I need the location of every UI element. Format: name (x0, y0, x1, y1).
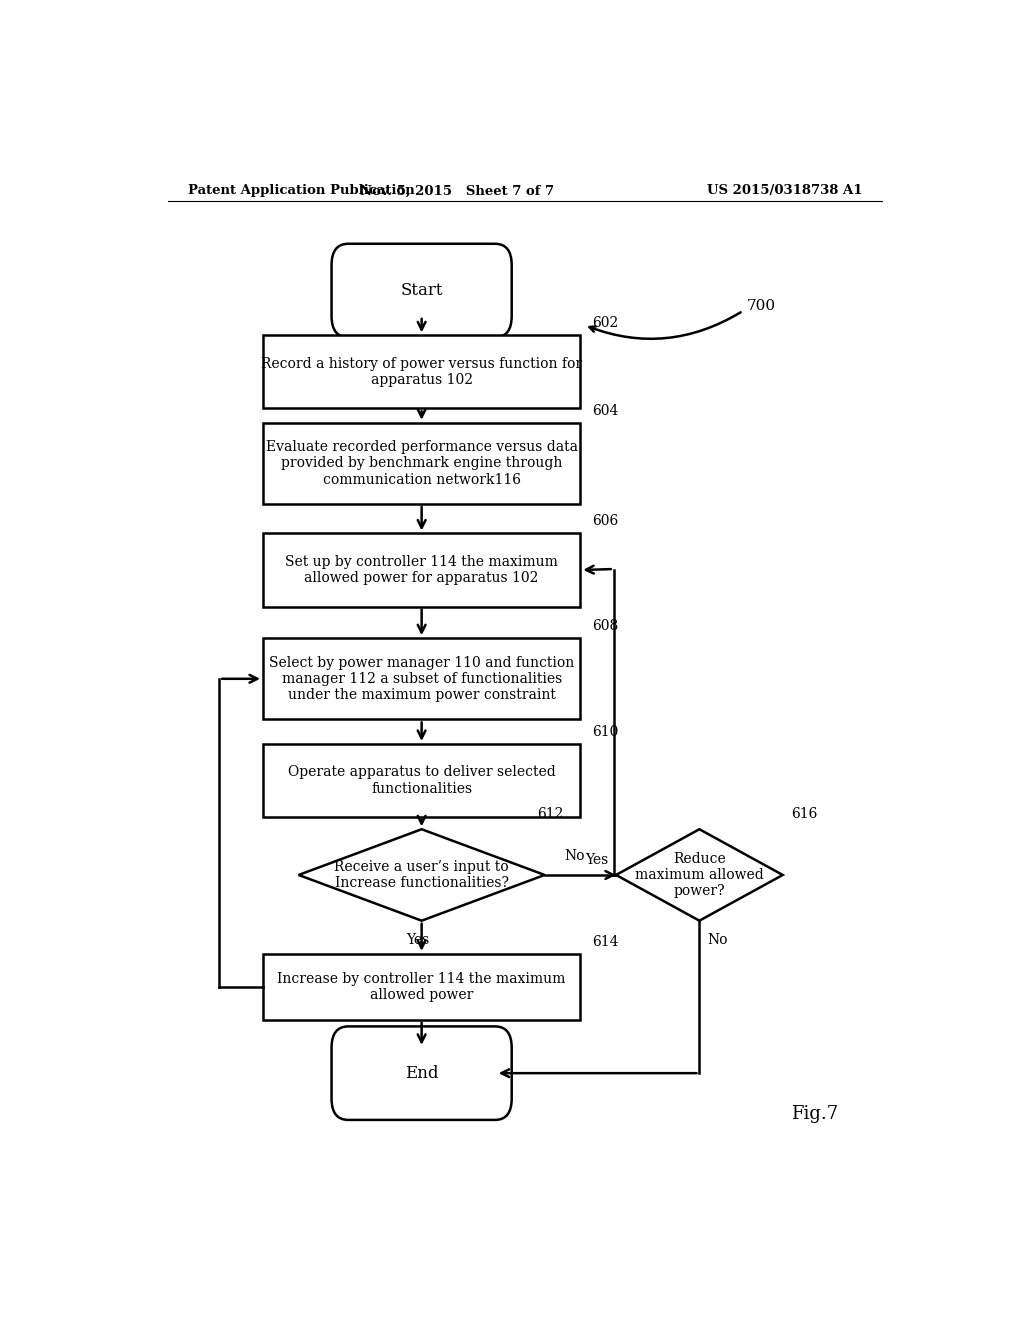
Text: Record a history of power versus function for
apparatus 102: Record a history of power versus functio… (261, 356, 583, 387)
Text: 700: 700 (748, 298, 776, 313)
Text: 614: 614 (592, 935, 618, 949)
Text: No: No (564, 849, 585, 863)
Text: 610: 610 (592, 725, 618, 739)
FancyBboxPatch shape (332, 244, 512, 338)
Bar (263, 533, 581, 607)
Bar (263, 638, 581, 719)
Text: Operate apparatus to deliver selected
functionalities: Operate apparatus to deliver selected fu… (288, 766, 555, 796)
FancyBboxPatch shape (332, 1027, 512, 1119)
Text: Evaluate recorded performance versus data
provided by benchmark engine through
c: Evaluate recorded performance versus dat… (265, 440, 578, 487)
Bar (263, 744, 581, 817)
Text: Set up by controller 114 the maximum
allowed power for apparatus 102: Set up by controller 114 the maximum all… (286, 554, 558, 585)
Text: 602: 602 (592, 317, 618, 330)
Text: Start: Start (400, 282, 443, 300)
Text: Yes: Yes (585, 853, 608, 867)
Bar (263, 335, 581, 408)
Text: Receive a user’s input to
Increase functionalities?: Receive a user’s input to Increase funct… (334, 859, 509, 890)
Polygon shape (616, 829, 782, 921)
Text: Fig.7: Fig.7 (792, 1105, 839, 1123)
Text: 608: 608 (592, 619, 618, 634)
Text: Select by power manager 110 and function
manager 112 a subset of functionalities: Select by power manager 110 and function… (269, 656, 574, 702)
Bar (263, 954, 581, 1020)
Text: 606: 606 (592, 515, 618, 528)
Bar (263, 422, 581, 504)
Text: End: End (404, 1065, 438, 1081)
Text: 616: 616 (791, 807, 817, 821)
Text: Nov. 5, 2015   Sheet 7 of 7: Nov. 5, 2015 Sheet 7 of 7 (360, 185, 554, 198)
Text: 612: 612 (537, 807, 563, 821)
Text: 604: 604 (592, 404, 618, 417)
Text: No: No (708, 933, 728, 946)
Text: Yes: Yes (407, 933, 429, 946)
Polygon shape (299, 829, 545, 921)
Text: Increase by controller 114 the maximum
allowed power: Increase by controller 114 the maximum a… (278, 972, 566, 1002)
Text: US 2015/0318738 A1: US 2015/0318738 A1 (707, 185, 862, 198)
Text: Patent Application Publication: Patent Application Publication (187, 185, 415, 198)
Text: Reduce
maximum allowed
power?: Reduce maximum allowed power? (635, 851, 764, 898)
